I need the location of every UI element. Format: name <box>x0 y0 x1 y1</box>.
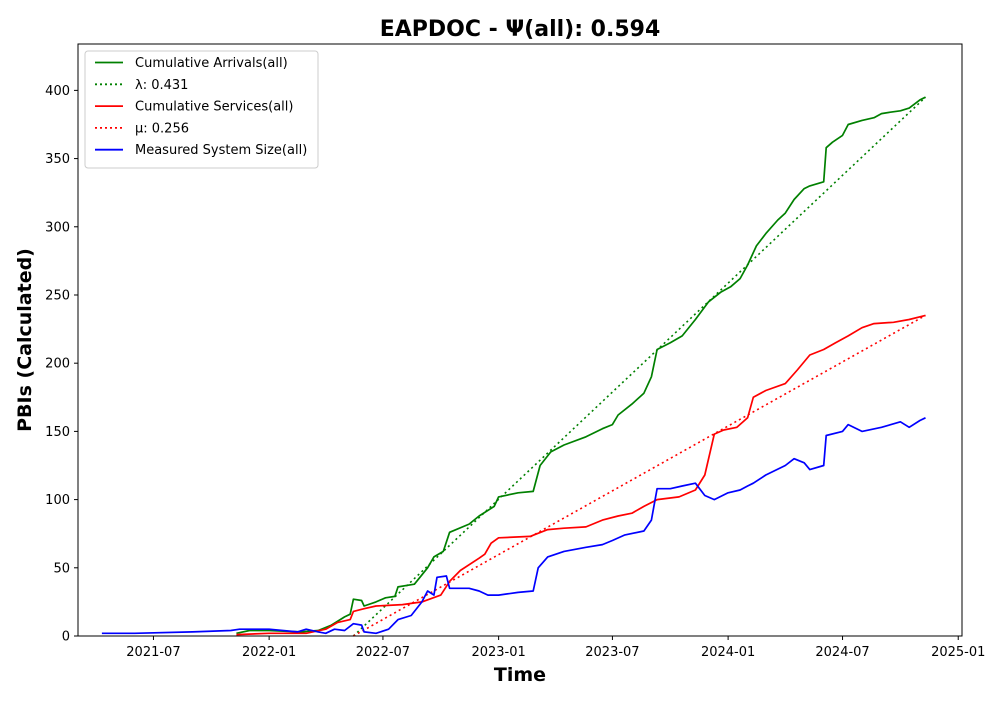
series-line-2 <box>236 314 926 636</box>
legend-label-3: μ: 0.256 <box>135 121 189 136</box>
series-line-0 <box>236 96 926 635</box>
legend-label-1: λ: 0.431 <box>135 78 188 93</box>
x-tick-label-4: 2023-07 <box>585 645 639 660</box>
y-tick-label-8: 400 <box>45 84 70 99</box>
x-tick-label-6: 2024-07 <box>815 645 869 660</box>
x-tick-label-1: 2022-01 <box>242 645 296 660</box>
y-tick-label-3: 150 <box>45 425 70 440</box>
series-line-1 <box>352 96 927 637</box>
x-tick-label-5: 2024-01 <box>701 645 755 660</box>
x-tick-label-7: 2025-01 <box>931 645 985 660</box>
x-tick-label-2: 2022-07 <box>356 645 410 660</box>
y-tick-label-5: 250 <box>45 288 70 303</box>
legend-frame <box>84 50 319 169</box>
legend-label-4: Measured System Size(all) <box>135 143 307 158</box>
chart-title: EAPDOC - Ψ(all): 0.594 <box>380 17 661 42</box>
x-tick-label-0: 2021-07 <box>126 645 180 660</box>
y-tick-label-4: 200 <box>45 357 70 372</box>
y-tick-label-2: 100 <box>45 493 70 508</box>
x-axis-label: Time <box>494 664 546 686</box>
y-axis-label: PBIs (Calculated) <box>14 248 36 432</box>
legend-label-2: Cumulative Services(all) <box>135 100 293 115</box>
legend: Cumulative Arrivals(all) λ: 0.431 Cumulati… <box>84 50 319 169</box>
y-tick-label-1: 50 <box>53 561 70 576</box>
y-tick-label-0: 0 <box>62 630 70 645</box>
x-tick-label-3: 2023-01 <box>471 645 525 660</box>
axes-frame <box>77 43 963 637</box>
series-line-4 <box>101 417 926 635</box>
y-tick-label-6: 300 <box>45 220 70 235</box>
legend-label-0: Cumulative Arrivals(all) <box>135 56 288 71</box>
y-tick-label-7: 350 <box>45 152 70 167</box>
plot-area: 2021-07 2022-01 2022-07 2023-01 2023-07 2024-… <box>45 43 985 660</box>
